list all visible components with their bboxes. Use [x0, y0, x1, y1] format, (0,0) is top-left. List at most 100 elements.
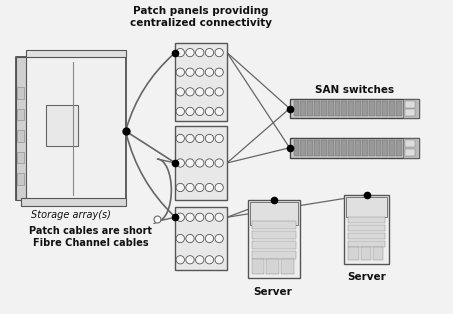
Bar: [342, 140, 347, 156]
Bar: [389, 140, 395, 156]
Bar: [46, 105, 78, 146]
Bar: [26, 50, 125, 57]
Bar: [250, 202, 298, 225]
Circle shape: [196, 213, 204, 221]
Text: Patch cables are short
Fibre Channel cables: Patch cables are short Fibre Channel cab…: [29, 223, 155, 248]
Circle shape: [176, 213, 184, 221]
Bar: [300, 140, 306, 156]
Bar: [252, 221, 295, 229]
Bar: [248, 200, 299, 278]
Bar: [17, 130, 24, 142]
Text: Server: Server: [347, 272, 386, 282]
Circle shape: [196, 183, 204, 192]
Bar: [348, 241, 385, 247]
Circle shape: [176, 88, 184, 96]
Bar: [175, 43, 227, 121]
Circle shape: [205, 159, 214, 167]
Bar: [355, 140, 361, 156]
Bar: [16, 57, 26, 200]
Bar: [335, 101, 340, 116]
Bar: [175, 126, 227, 200]
Circle shape: [186, 107, 194, 116]
Circle shape: [196, 256, 204, 264]
Circle shape: [205, 88, 214, 96]
Circle shape: [215, 107, 223, 116]
Text: Storage array(s): Storage array(s): [31, 209, 111, 219]
Bar: [294, 140, 299, 156]
Circle shape: [196, 134, 204, 143]
Bar: [348, 140, 354, 156]
Bar: [403, 138, 419, 158]
Bar: [328, 101, 333, 116]
Text: Server: Server: [253, 287, 292, 297]
Circle shape: [176, 183, 184, 192]
Bar: [16, 57, 125, 200]
Circle shape: [176, 107, 184, 116]
Circle shape: [205, 213, 214, 221]
Bar: [281, 259, 294, 274]
Bar: [17, 87, 24, 99]
Bar: [389, 101, 395, 116]
Bar: [361, 247, 371, 260]
Circle shape: [215, 68, 223, 76]
Bar: [348, 217, 385, 223]
Circle shape: [176, 68, 184, 76]
Bar: [17, 173, 24, 185]
Bar: [396, 101, 402, 116]
Bar: [321, 140, 327, 156]
Bar: [405, 140, 415, 147]
Circle shape: [186, 183, 194, 192]
Circle shape: [176, 235, 184, 243]
Bar: [369, 140, 375, 156]
Circle shape: [176, 48, 184, 57]
Bar: [346, 197, 387, 217]
Circle shape: [215, 48, 223, 57]
Bar: [289, 138, 419, 158]
Bar: [328, 140, 333, 156]
Circle shape: [196, 88, 204, 96]
Circle shape: [186, 159, 194, 167]
Bar: [300, 101, 306, 116]
Circle shape: [205, 107, 214, 116]
Circle shape: [176, 256, 184, 264]
Bar: [348, 101, 354, 116]
Bar: [21, 198, 125, 206]
Circle shape: [196, 107, 204, 116]
Bar: [17, 109, 24, 120]
Circle shape: [196, 159, 204, 167]
Circle shape: [205, 256, 214, 264]
Circle shape: [186, 256, 194, 264]
Circle shape: [186, 134, 194, 143]
Text: SAN switches: SAN switches: [315, 85, 394, 95]
Circle shape: [205, 48, 214, 57]
Bar: [252, 259, 265, 274]
Circle shape: [186, 235, 194, 243]
Bar: [362, 101, 368, 116]
Circle shape: [186, 213, 194, 221]
Bar: [307, 140, 313, 156]
Circle shape: [186, 88, 194, 96]
Bar: [405, 101, 415, 107]
Bar: [405, 149, 415, 156]
Circle shape: [205, 183, 214, 192]
Bar: [321, 101, 327, 116]
Bar: [369, 101, 375, 116]
Circle shape: [196, 48, 204, 57]
Bar: [405, 110, 415, 116]
Bar: [335, 140, 340, 156]
Bar: [348, 233, 385, 239]
Circle shape: [205, 134, 214, 143]
Bar: [396, 140, 402, 156]
Circle shape: [196, 68, 204, 76]
Bar: [382, 140, 388, 156]
Circle shape: [215, 88, 223, 96]
Circle shape: [215, 256, 223, 264]
Bar: [382, 101, 388, 116]
Bar: [373, 247, 383, 260]
Circle shape: [215, 134, 223, 143]
Text: Patch panels providing
centralized connectivity: Patch panels providing centralized conne…: [130, 7, 272, 28]
Bar: [307, 101, 313, 116]
Bar: [403, 99, 419, 118]
Bar: [17, 152, 24, 164]
Bar: [348, 225, 385, 231]
